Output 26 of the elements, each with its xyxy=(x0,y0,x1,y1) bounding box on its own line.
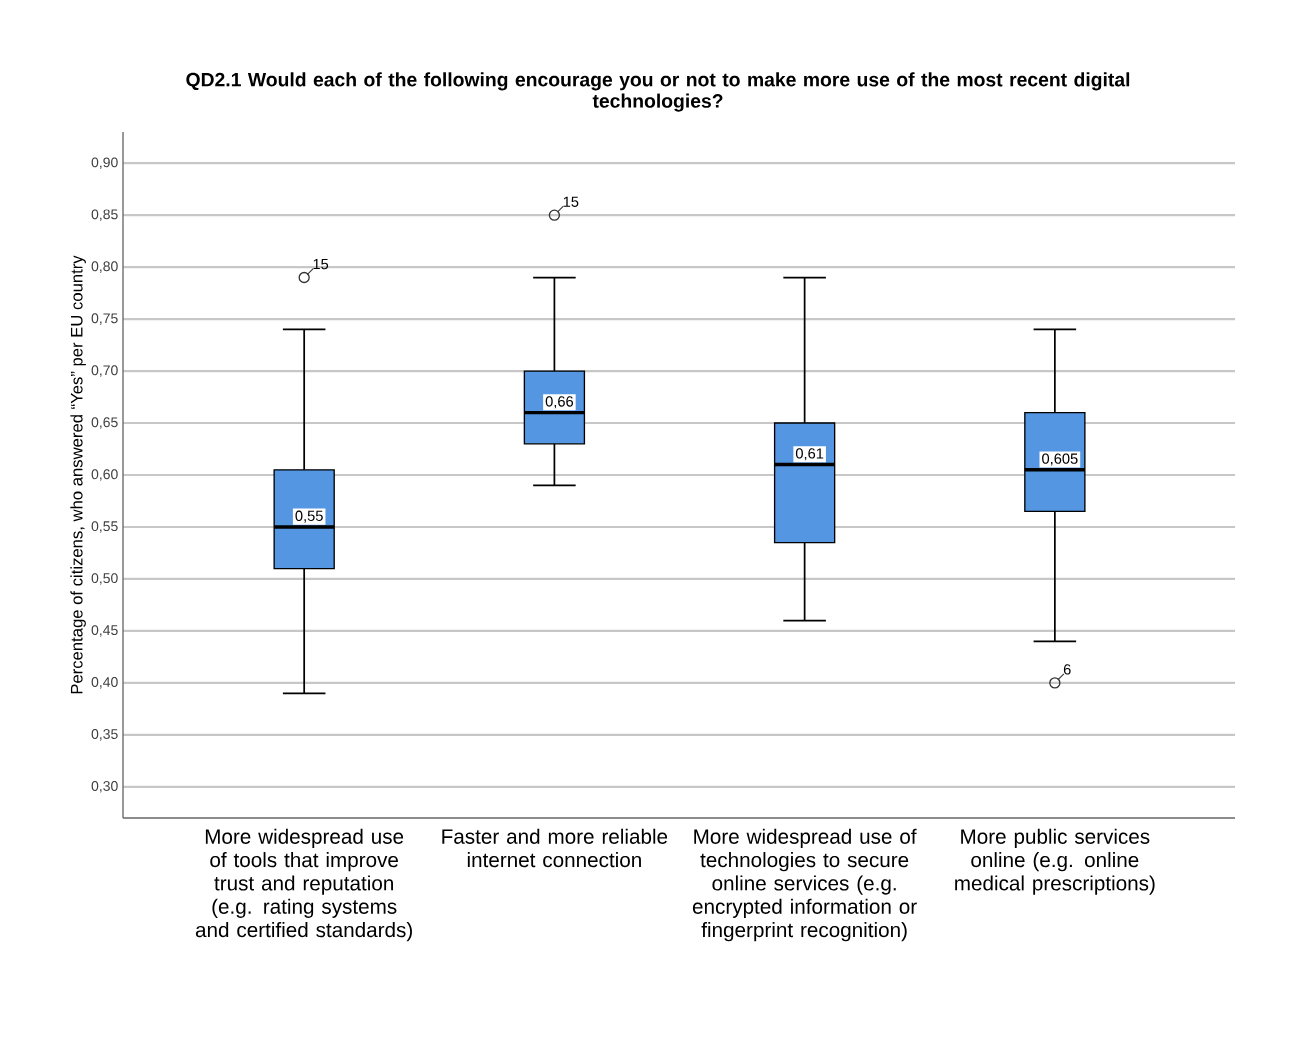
y-tick-label: 0,50 xyxy=(91,573,118,585)
y-tick-label: 0,30 xyxy=(91,781,118,793)
annotation: 0,61 xyxy=(795,448,824,461)
x-tick-label: More widespread use of technologies to secure online services (e.g. encrypted information or fingerprint recognition) xyxy=(692,828,917,942)
annotation: 0,605 xyxy=(1042,453,1078,466)
y-tick-label: 0,65 xyxy=(91,417,118,429)
y-tick-label: 0,60 xyxy=(91,469,118,481)
y-tick-label: 0,35 xyxy=(91,729,118,741)
chart-title: QD2.1 Would each of the following encourage you or not to make more use of the most recent digital technologies? xyxy=(186,72,1130,112)
x-tick-label: More public services online (e.g. online medical prescriptions) xyxy=(955,828,1155,895)
x-tick-label: More widespread use of tools that improve trust and reputation (e.g. rating systems and certified standards) xyxy=(195,828,412,942)
y-tick-label: 0,85 xyxy=(91,209,118,221)
annotation: 15 xyxy=(563,196,579,207)
x-tick-label: Faster and more reliable internet connection xyxy=(442,828,668,868)
annotation: 6 xyxy=(1063,664,1071,675)
y-axis-title: Percentage of citizens, who answered “Yes” per EU country xyxy=(70,255,86,694)
annotation: 0,66 xyxy=(545,396,574,409)
y-tick-label: 0,80 xyxy=(91,261,118,273)
y-tick-label: 0,55 xyxy=(91,521,118,533)
y-tick-label: 0,40 xyxy=(91,677,118,689)
y-tick-label: 0,75 xyxy=(91,313,118,325)
annotation: 0,55 xyxy=(295,510,323,523)
y-tick-label: 0,45 xyxy=(91,625,118,637)
annotation: 15 xyxy=(313,259,329,270)
y-tick-label: 0,70 xyxy=(91,365,118,377)
y-tick-label: 0,90 xyxy=(91,157,118,169)
